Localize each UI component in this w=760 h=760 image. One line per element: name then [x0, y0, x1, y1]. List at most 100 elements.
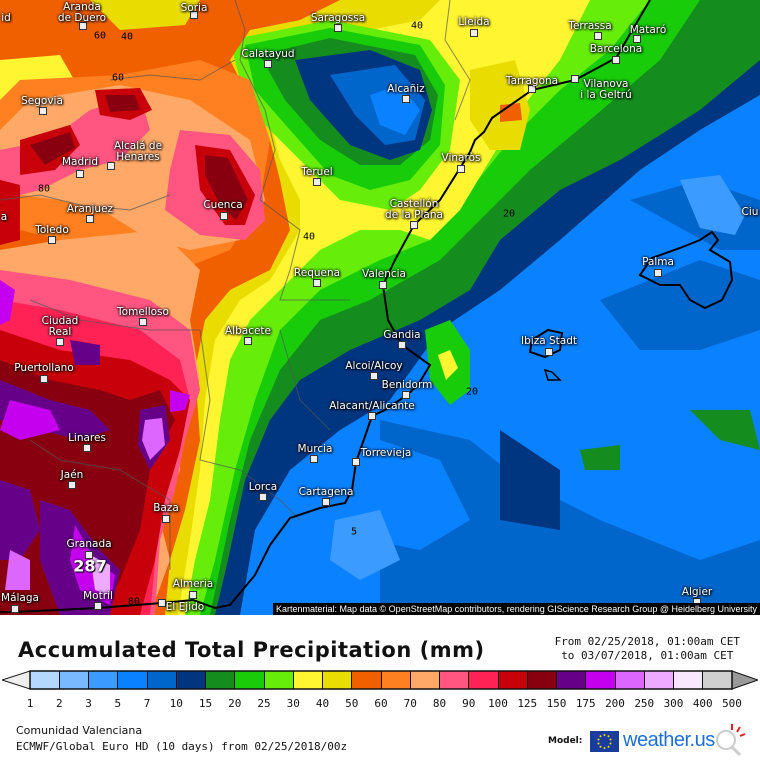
- color-scale-tick: 175: [575, 697, 596, 710]
- contour-label: 20: [502, 208, 516, 220]
- city-marker: [85, 551, 93, 559]
- color-scale-tick: 5: [114, 697, 122, 710]
- map-title: Accumulated Total Precipitation (mm): [18, 638, 485, 662]
- color-scale-cell: [410, 671, 440, 689]
- color-scale-tick: 1: [26, 697, 34, 710]
- city-label: a: [0, 211, 8, 223]
- city-marker: [40, 375, 48, 383]
- color-scale-tick: 500: [722, 697, 742, 710]
- city-label: Saragossa: [310, 12, 366, 24]
- city-marker: [470, 29, 478, 37]
- city-marker: [545, 348, 553, 356]
- city-label: Alacant/Alicante: [329, 400, 415, 412]
- city-marker: [654, 269, 662, 277]
- city-label: Murcia: [297, 443, 333, 455]
- city-marker: [11, 605, 19, 613]
- city-label: Palma: [642, 256, 674, 268]
- color-scale-cell: [644, 671, 674, 689]
- city-label: Calatayud: [241, 48, 295, 60]
- color-scale-tick: 90: [462, 697, 476, 710]
- date-to: to 03/07/2018, 01:00am CET: [561, 649, 734, 662]
- city-marker: [368, 412, 376, 420]
- city-marker: [107, 162, 115, 170]
- city-label: El Ejido: [165, 601, 205, 613]
- model-label: Model:: [548, 736, 583, 746]
- region-name: Comunidad Valenciana: [16, 724, 143, 737]
- over-range-arrow: [731, 670, 758, 690]
- color-scale-cell: [176, 671, 206, 689]
- city-label: Valencia: [362, 268, 406, 280]
- city-marker: [68, 481, 76, 489]
- city-marker: [594, 32, 602, 40]
- city-marker: [48, 236, 56, 244]
- color-scale-cell: [88, 671, 119, 689]
- city-label: Tarragona: [505, 75, 559, 87]
- contour-label: 40: [410, 20, 424, 32]
- city-label: Algier: [681, 586, 713, 598]
- peak-value-label: 287: [73, 556, 107, 576]
- color-scale-cell: [351, 671, 382, 689]
- city-label: Baza: [153, 502, 179, 514]
- city-marker: [528, 85, 536, 93]
- city-label: Almeria: [172, 578, 214, 590]
- color-scale-cell: [293, 671, 323, 689]
- color-scale-cell: [381, 671, 411, 689]
- city-marker: [398, 341, 406, 349]
- city-marker: [402, 95, 410, 103]
- city-marker: [56, 338, 64, 346]
- color-scale-cell: [527, 671, 557, 689]
- city-marker: [190, 11, 198, 19]
- contour-label: 60: [111, 72, 125, 84]
- city-marker: [370, 372, 378, 380]
- color-scale-bar: [2, 670, 758, 690]
- city-label: Barcelona: [589, 43, 643, 55]
- city-label: Torrevieja: [360, 447, 412, 459]
- contour-label: 40: [302, 231, 316, 243]
- contour-label: 5: [350, 526, 358, 538]
- sun-magnifier-icon: [716, 724, 746, 757]
- weather-us-logo[interactable]: weather.us: [623, 729, 715, 751]
- color-scale-cell: [264, 671, 294, 689]
- city-label: Puertollano: [14, 362, 74, 374]
- city-marker: [313, 279, 321, 287]
- city-label: id: [1, 12, 11, 24]
- city-label: Tomelloso: [117, 306, 169, 318]
- city-label: Requena: [293, 267, 341, 279]
- city-marker: [352, 458, 360, 466]
- color-scale-cell: [30, 671, 60, 689]
- city-label: Terrassa: [568, 20, 612, 32]
- color-scale-cell: [322, 671, 353, 689]
- city-label: Lleida: [458, 16, 490, 28]
- city-label: Lorca: [248, 481, 278, 493]
- city-marker: [86, 215, 94, 223]
- city-marker: [83, 444, 91, 452]
- contour-label: 80: [127, 596, 141, 608]
- city-label: Cuenca: [203, 199, 243, 211]
- city-label: Motril: [83, 590, 113, 602]
- color-scale-cell: [234, 671, 265, 689]
- color-scale-tick: 25: [257, 697, 271, 710]
- city-marker: [313, 178, 321, 186]
- color-scale-tick: 60: [374, 697, 388, 710]
- city-marker: [322, 498, 330, 506]
- city-label: Málaga: [1, 592, 39, 604]
- color-scale-cell: [439, 671, 470, 689]
- city-marker: [571, 75, 579, 83]
- map-attribution: Kartenmaterial: Map data © OpenStreetMap…: [273, 603, 760, 615]
- under-range-arrow: [2, 670, 31, 690]
- precipitation-map[interactable]: Aranda de Duero Soria Saragossa Lleida Terra…: [0, 0, 760, 615]
- city-label: Aranjuez: [66, 203, 114, 215]
- color-scale-cell: [468, 671, 499, 689]
- city-label: Benidorm: [381, 379, 433, 391]
- color-scale-cell: [147, 671, 177, 689]
- precipitation-field: [0, 0, 760, 615]
- color-scale-tick: 3: [85, 697, 92, 710]
- city-label: Cartagena: [298, 486, 354, 498]
- city-label: Segovia: [21, 95, 63, 107]
- city-label: Madrid: [61, 156, 99, 168]
- contour-label: 60: [93, 30, 107, 42]
- city-marker: [379, 281, 387, 289]
- color-scale-tick: 250: [634, 697, 655, 710]
- color-scale-tick: 150: [546, 697, 567, 710]
